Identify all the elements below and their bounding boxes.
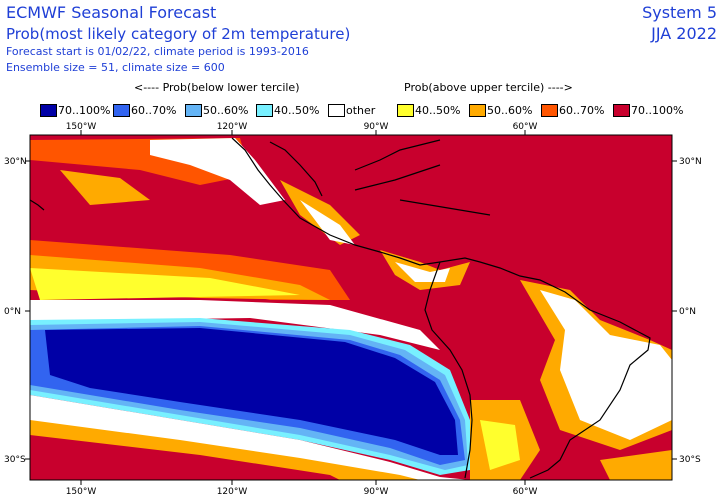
legend-swatch bbox=[328, 103, 345, 117]
lat-tick-label: 30°S bbox=[679, 455, 701, 465]
lon-tick-label: 120°W bbox=[217, 487, 248, 497]
legend-label: 50..60% bbox=[203, 103, 249, 117]
lon-tick-label: 90°W bbox=[364, 487, 389, 497]
lat-tick-label: 30°N bbox=[679, 157, 702, 167]
legend-swatch bbox=[40, 103, 57, 117]
lat-tick-label: 0°N bbox=[4, 307, 21, 317]
legend-label: 60..70% bbox=[559, 103, 605, 117]
legend-swatch bbox=[185, 103, 202, 117]
lon-tick-label: 90°W bbox=[364, 122, 389, 132]
legend-swatch bbox=[397, 103, 414, 117]
legend-item: 60..70% bbox=[541, 102, 604, 118]
lon-tick-label: 120°W bbox=[217, 122, 248, 132]
coastlines bbox=[29, 137, 651, 479]
lat-tick-label: 30°N bbox=[4, 157, 27, 167]
lon-tick-label: 150°W bbox=[66, 122, 97, 132]
legend-item: 40..50% bbox=[256, 102, 319, 118]
legend-label: 40..50% bbox=[415, 103, 461, 117]
legend-item: 50..60% bbox=[185, 102, 248, 118]
legend-label: 70..100% bbox=[631, 103, 684, 117]
legend-label: 40..50% bbox=[274, 103, 320, 117]
system-label: System 5 bbox=[642, 3, 717, 22]
legend-swatch bbox=[256, 103, 273, 117]
legend-item: 70..100% bbox=[613, 102, 683, 118]
ensemble-size-info: Ensemble size = 51, climate size = 600 bbox=[6, 61, 225, 74]
lat-tick-label: 30°S bbox=[4, 455, 26, 465]
legend-item: 60..70% bbox=[113, 102, 176, 118]
tick-marks bbox=[25, 130, 677, 485]
lat-tick-label: 0°N bbox=[679, 307, 696, 317]
legend-item: 50..60% bbox=[469, 102, 532, 118]
legend-label: 50..60% bbox=[487, 103, 533, 117]
legend-item: 40..50% bbox=[397, 102, 460, 118]
legend-label: other bbox=[346, 103, 376, 117]
legend-swatch bbox=[613, 103, 630, 117]
lon-tick-label: 60°W bbox=[513, 487, 538, 497]
legend-below-label: <---- Prob(below lower tercile) bbox=[134, 81, 300, 94]
map-frame bbox=[29, 134, 673, 481]
lon-tick-label: 150°W bbox=[66, 487, 97, 497]
season-label: JJA 2022 bbox=[651, 24, 717, 43]
legend-swatch bbox=[541, 103, 558, 117]
map-field bbox=[30, 135, 672, 480]
lon-tick-label: 60°W bbox=[513, 122, 538, 132]
legend-item: other bbox=[328, 102, 375, 118]
map-subtitle: Prob(most likely category of 2m temperat… bbox=[6, 25, 351, 43]
map-title: ECMWF Seasonal Forecast bbox=[6, 3, 217, 22]
legend-swatch bbox=[469, 103, 486, 117]
legend-swatch bbox=[113, 103, 130, 117]
forecast-start-info: Forecast start is 01/02/22, climate peri… bbox=[6, 45, 309, 58]
legend-above-label: Prob(above upper tercile) ----> bbox=[404, 81, 573, 94]
legend-label: 70..100% bbox=[58, 103, 111, 117]
legend-item: 70..100% bbox=[40, 102, 110, 118]
legend-label: 60..70% bbox=[131, 103, 177, 117]
